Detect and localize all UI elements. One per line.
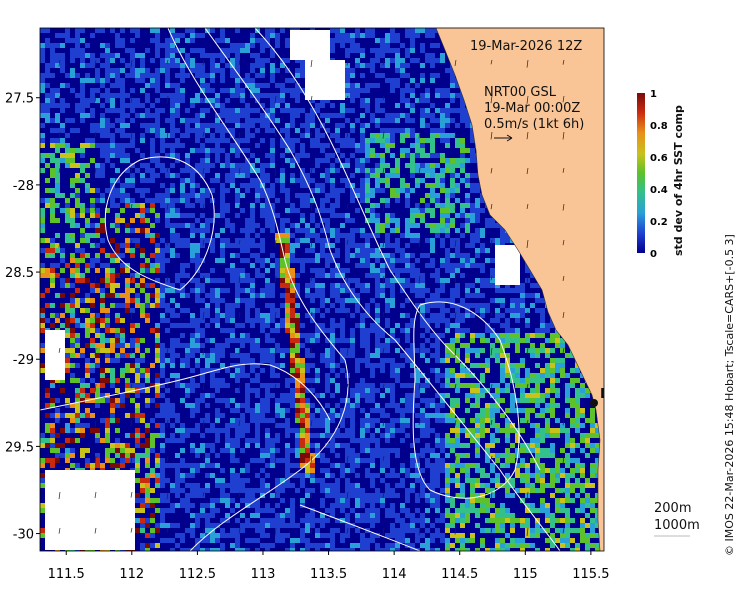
x-tick-label: 114.5 (441, 567, 478, 582)
station-label: Dongara (600, 387, 662, 402)
x-tick-label: 111.5 (48, 567, 85, 582)
y-tick-label: -30 (13, 528, 34, 543)
plot-frame (39, 27, 605, 552)
copyright-label: © IMOS 22-Mar-2026 15:48 Hobart; Tscale=… (723, 234, 736, 556)
y-axis: 27.5 -28 28.5 -29 29.5 -30 (5, 92, 40, 543)
product-label: NRT00 GSL (484, 85, 557, 100)
colorbar-gradient (637, 93, 645, 253)
y-tick-label: -29 (13, 353, 34, 368)
depth-label-200m-outer: 200m (654, 501, 691, 516)
colorbar-tick-label: 0.4 (650, 185, 668, 196)
map-title: 19-Mar-2026 12Z (470, 39, 582, 54)
y-tick-label: 29.5 (5, 440, 34, 455)
y-tick-label: 28.5 (5, 266, 34, 281)
dongara-marker (590, 399, 598, 407)
x-tick-label: 115 (513, 567, 538, 582)
vector-scale-label: 0.5m/s (1kt 6h) (484, 117, 584, 132)
x-tick-label: 115.5 (572, 567, 609, 582)
x-tick-label: 112.5 (179, 567, 216, 582)
colorbar: 1 0.8 0.6 0.4 0.2 0 std dev of 4hr SST comp (637, 89, 685, 260)
land-mass (436, 28, 604, 551)
contour-lines (40, 28, 561, 551)
product-time-label: 19-Mar 00:00Z (484, 101, 580, 116)
map-plot-area: Dongara 19-Mar-2026 12Z NRT00 GSL 19-Mar… (40, 28, 662, 551)
coastline (435, 28, 601, 551)
y-tick-label: -28 (13, 179, 34, 194)
x-axis: 111.5 112 112.5 113 113.5 114 114.5 115 115.5 (48, 551, 609, 582)
x-tick-label: 113.5 (310, 567, 347, 582)
x-tick-label: 114 (382, 567, 407, 582)
current-vectors (58, 59, 565, 537)
colorbar-tick-label: 1 (650, 89, 657, 100)
colorbar-tick-label: 0.6 (650, 153, 668, 164)
colorbar-tick-label: 0.8 (650, 121, 668, 132)
vector-scale-arrow (494, 134, 513, 142)
colorbar-label: std dev of 4hr SST comp (672, 105, 685, 256)
depth-label-1000m-outer: 1000m (654, 518, 700, 533)
colorbar-ticks: 1 0.8 0.6 0.4 0.2 0 (650, 89, 668, 260)
colorbar-tick-label: 0 (650, 249, 657, 260)
x-tick-label: 113 (251, 567, 276, 582)
x-tick-label: 112 (119, 567, 144, 582)
y-tick-label: 27.5 (5, 92, 34, 107)
colorbar-tick-label: 0.2 (650, 217, 668, 228)
